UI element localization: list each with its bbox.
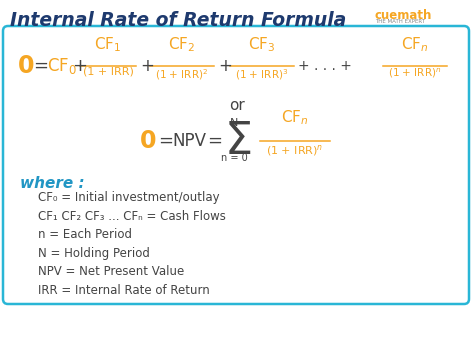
Text: (1 + IRR)$^n$: (1 + IRR)$^n$ <box>266 143 324 158</box>
Text: IRR = Internal Rate of Return: IRR = Internal Rate of Return <box>38 283 210 296</box>
Text: Internal Rate of Return Formula: Internal Rate of Return Formula <box>10 11 346 30</box>
Text: +: + <box>140 57 154 75</box>
Text: CF₀ = Initial investment/outlay: CF₀ = Initial investment/outlay <box>38 191 219 204</box>
Text: cuemath: cuemath <box>375 9 432 22</box>
Text: or: or <box>229 99 245 113</box>
FancyBboxPatch shape <box>3 26 469 304</box>
Text: (1 + IRR)$^3$: (1 + IRR)$^3$ <box>235 67 289 82</box>
Text: 0: 0 <box>18 54 35 78</box>
Text: CF$_0$: CF$_0$ <box>47 56 77 76</box>
Text: n = Each Period: n = Each Period <box>38 228 132 241</box>
Text: CF$_n$: CF$_n$ <box>401 35 429 54</box>
Text: =: = <box>207 132 222 150</box>
Text: $\Sigma$: $\Sigma$ <box>224 119 251 162</box>
Text: N: N <box>230 118 238 128</box>
Text: CF$_2$: CF$_2$ <box>168 35 196 54</box>
Text: THE MATH EXPERT: THE MATH EXPERT <box>375 19 425 24</box>
Text: 0: 0 <box>140 129 156 153</box>
Text: where :: where : <box>20 176 85 191</box>
Text: CF$_n$: CF$_n$ <box>281 108 309 127</box>
Text: + . . . +: + . . . + <box>298 59 352 73</box>
Text: (1 + IRR)$^n$: (1 + IRR)$^n$ <box>388 67 442 81</box>
Text: (1 + IRR)$^2$: (1 + IRR)$^2$ <box>155 67 209 82</box>
Text: =: = <box>158 132 173 150</box>
Text: +: + <box>218 57 232 75</box>
Text: N = Holding Period: N = Holding Period <box>38 247 150 260</box>
Text: +: + <box>72 57 87 75</box>
Text: CF₁ CF₂ CF₃ ... CFₙ = Cash Flows: CF₁ CF₂ CF₃ ... CFₙ = Cash Flows <box>38 209 226 222</box>
Text: NPV = Net Present Value: NPV = Net Present Value <box>38 265 184 278</box>
Text: =: = <box>33 57 48 75</box>
Text: CF$_3$: CF$_3$ <box>248 35 276 54</box>
Text: NPV: NPV <box>172 132 206 150</box>
Text: n = 0: n = 0 <box>220 153 247 163</box>
Text: (1 + IRR): (1 + IRR) <box>82 67 134 77</box>
Text: CF$_1$: CF$_1$ <box>94 35 122 54</box>
